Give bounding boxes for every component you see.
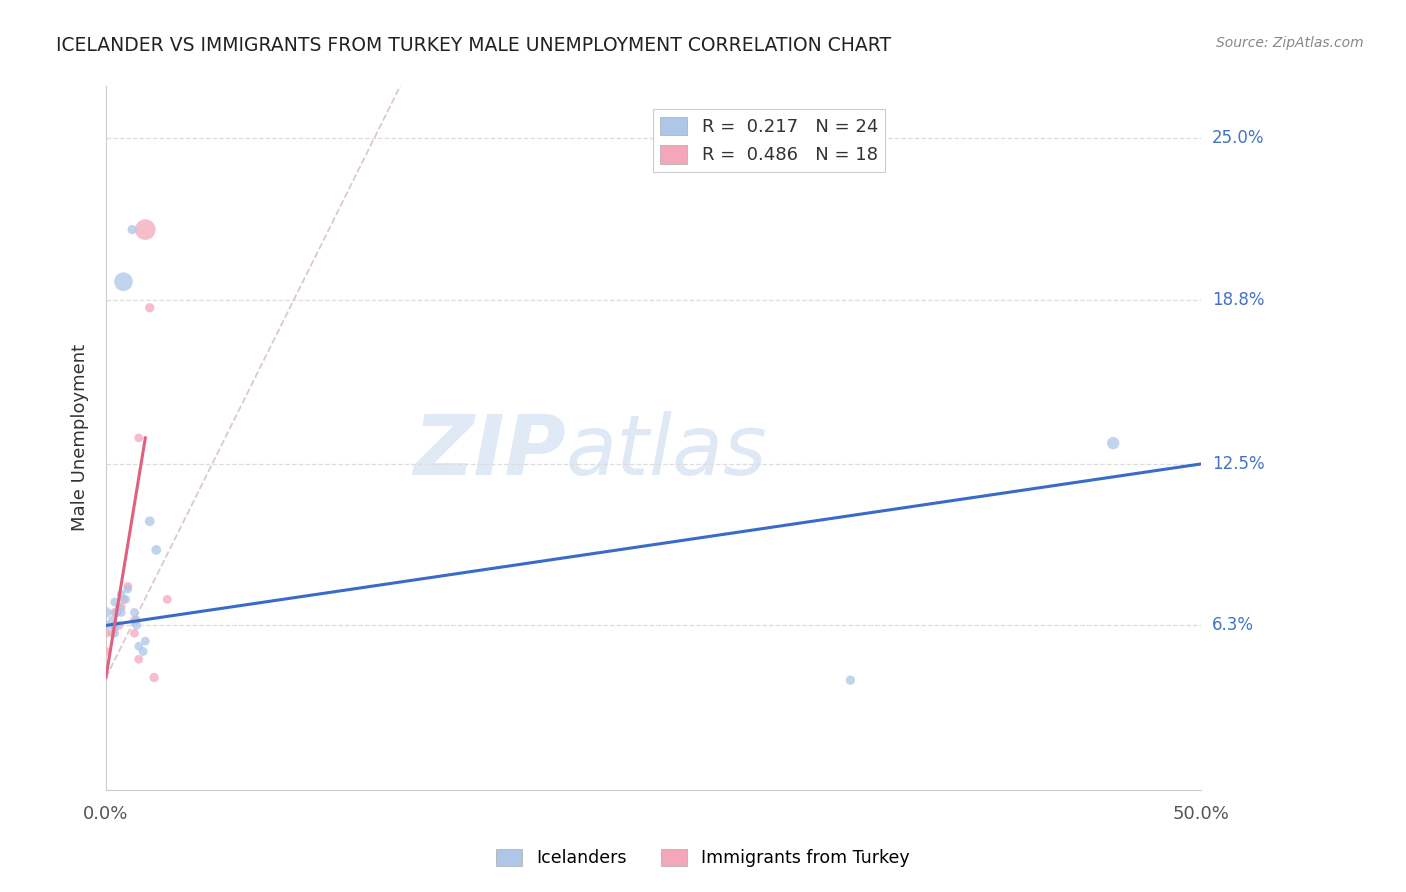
Point — [839, 673, 862, 687]
Text: 12.5%: 12.5% — [1212, 455, 1264, 473]
Point — [94, 618, 117, 632]
Point — [112, 592, 135, 607]
Legend: Icelanders, Immigrants from Turkey: Icelanders, Immigrants from Turkey — [489, 842, 917, 874]
Point — [125, 618, 148, 632]
Point — [117, 579, 139, 593]
Point — [104, 621, 127, 635]
Point — [138, 514, 160, 528]
Legend: R =  0.217   N = 24, R =  0.486   N = 18: R = 0.217 N = 24, R = 0.486 N = 18 — [652, 110, 886, 171]
Text: ZIP: ZIP — [413, 411, 565, 492]
Point — [104, 626, 127, 640]
Point — [121, 222, 143, 236]
Point — [94, 626, 117, 640]
Point — [124, 606, 146, 620]
Point — [94, 644, 117, 658]
Text: 6.3%: 6.3% — [1212, 616, 1254, 634]
Point — [134, 634, 156, 648]
Point — [128, 431, 150, 445]
Point — [117, 582, 139, 596]
Text: ICELANDER VS IMMIGRANTS FROM TURKEY MALE UNEMPLOYMENT CORRELATION CHART: ICELANDER VS IMMIGRANTS FROM TURKEY MALE… — [56, 36, 891, 54]
Text: 25.0%: 25.0% — [1212, 129, 1264, 147]
Point — [132, 644, 155, 658]
Point — [1102, 436, 1125, 450]
Point — [138, 301, 160, 315]
Point — [94, 606, 117, 620]
Text: 18.8%: 18.8% — [1212, 291, 1264, 309]
Point — [125, 613, 148, 627]
Point — [124, 626, 146, 640]
Point — [110, 587, 132, 601]
Point — [101, 626, 124, 640]
Point — [128, 640, 150, 654]
Point — [105, 606, 128, 620]
Point — [101, 613, 124, 627]
Point — [156, 592, 179, 607]
Point — [108, 600, 131, 615]
Point — [104, 595, 127, 609]
Point — [145, 542, 167, 557]
Point — [143, 671, 166, 685]
Text: Source: ZipAtlas.com: Source: ZipAtlas.com — [1216, 36, 1364, 50]
Point — [128, 652, 150, 666]
Point — [105, 606, 128, 620]
Point — [124, 613, 146, 627]
Point — [112, 275, 135, 289]
Point — [108, 618, 131, 632]
Y-axis label: Male Unemployment: Male Unemployment — [72, 344, 89, 532]
Point — [110, 600, 132, 615]
Point — [110, 606, 132, 620]
Point — [104, 606, 127, 620]
Point — [114, 592, 136, 607]
Text: atlas: atlas — [565, 411, 768, 492]
Point — [104, 618, 127, 632]
Point — [134, 222, 156, 236]
